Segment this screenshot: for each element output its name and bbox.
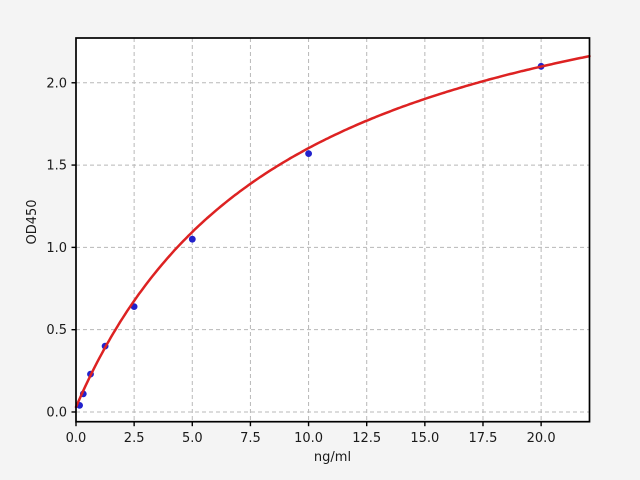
y-axis-label: OD450	[25, 199, 40, 244]
x-tick-label: 10.0	[294, 431, 323, 446]
tick-labels: 0.0 2.5 5.0 7.5 10.0 12.5 15.0 17.5 20.0 0.0 0.5 1.…	[46, 76, 555, 446]
y-tick-label: 1.0	[46, 241, 67, 256]
tick-marks	[71, 82, 542, 427]
x-tick-label: 12.5	[352, 431, 381, 446]
standard-curve-line	[74, 54, 591, 409]
x-tick-label: 20.0	[527, 431, 556, 446]
y-tick-label: 2.0	[46, 76, 67, 91]
x-tick-label: 7.5	[240, 431, 261, 446]
y-tick-label: 0.5	[46, 323, 67, 338]
y-tick-label: 0.0	[46, 405, 67, 420]
x-tick-label: 0.0	[66, 431, 87, 446]
x-tick-label: 5.0	[182, 431, 203, 446]
data-point-marker	[305, 150, 312, 158]
plot-border	[75, 37, 591, 423]
y-tick-label: 1.5	[46, 159, 67, 174]
x-axis-label: ng/ml	[314, 450, 351, 465]
fit-curve-layer	[74, 54, 591, 409]
plot-area	[76, 38, 590, 422]
x-tick-label: 15.0	[410, 431, 439, 446]
x-tick-label: 17.5	[469, 431, 498, 446]
x-tick-label: 2.5	[124, 431, 145, 446]
data-point-marker	[188, 235, 196, 243]
